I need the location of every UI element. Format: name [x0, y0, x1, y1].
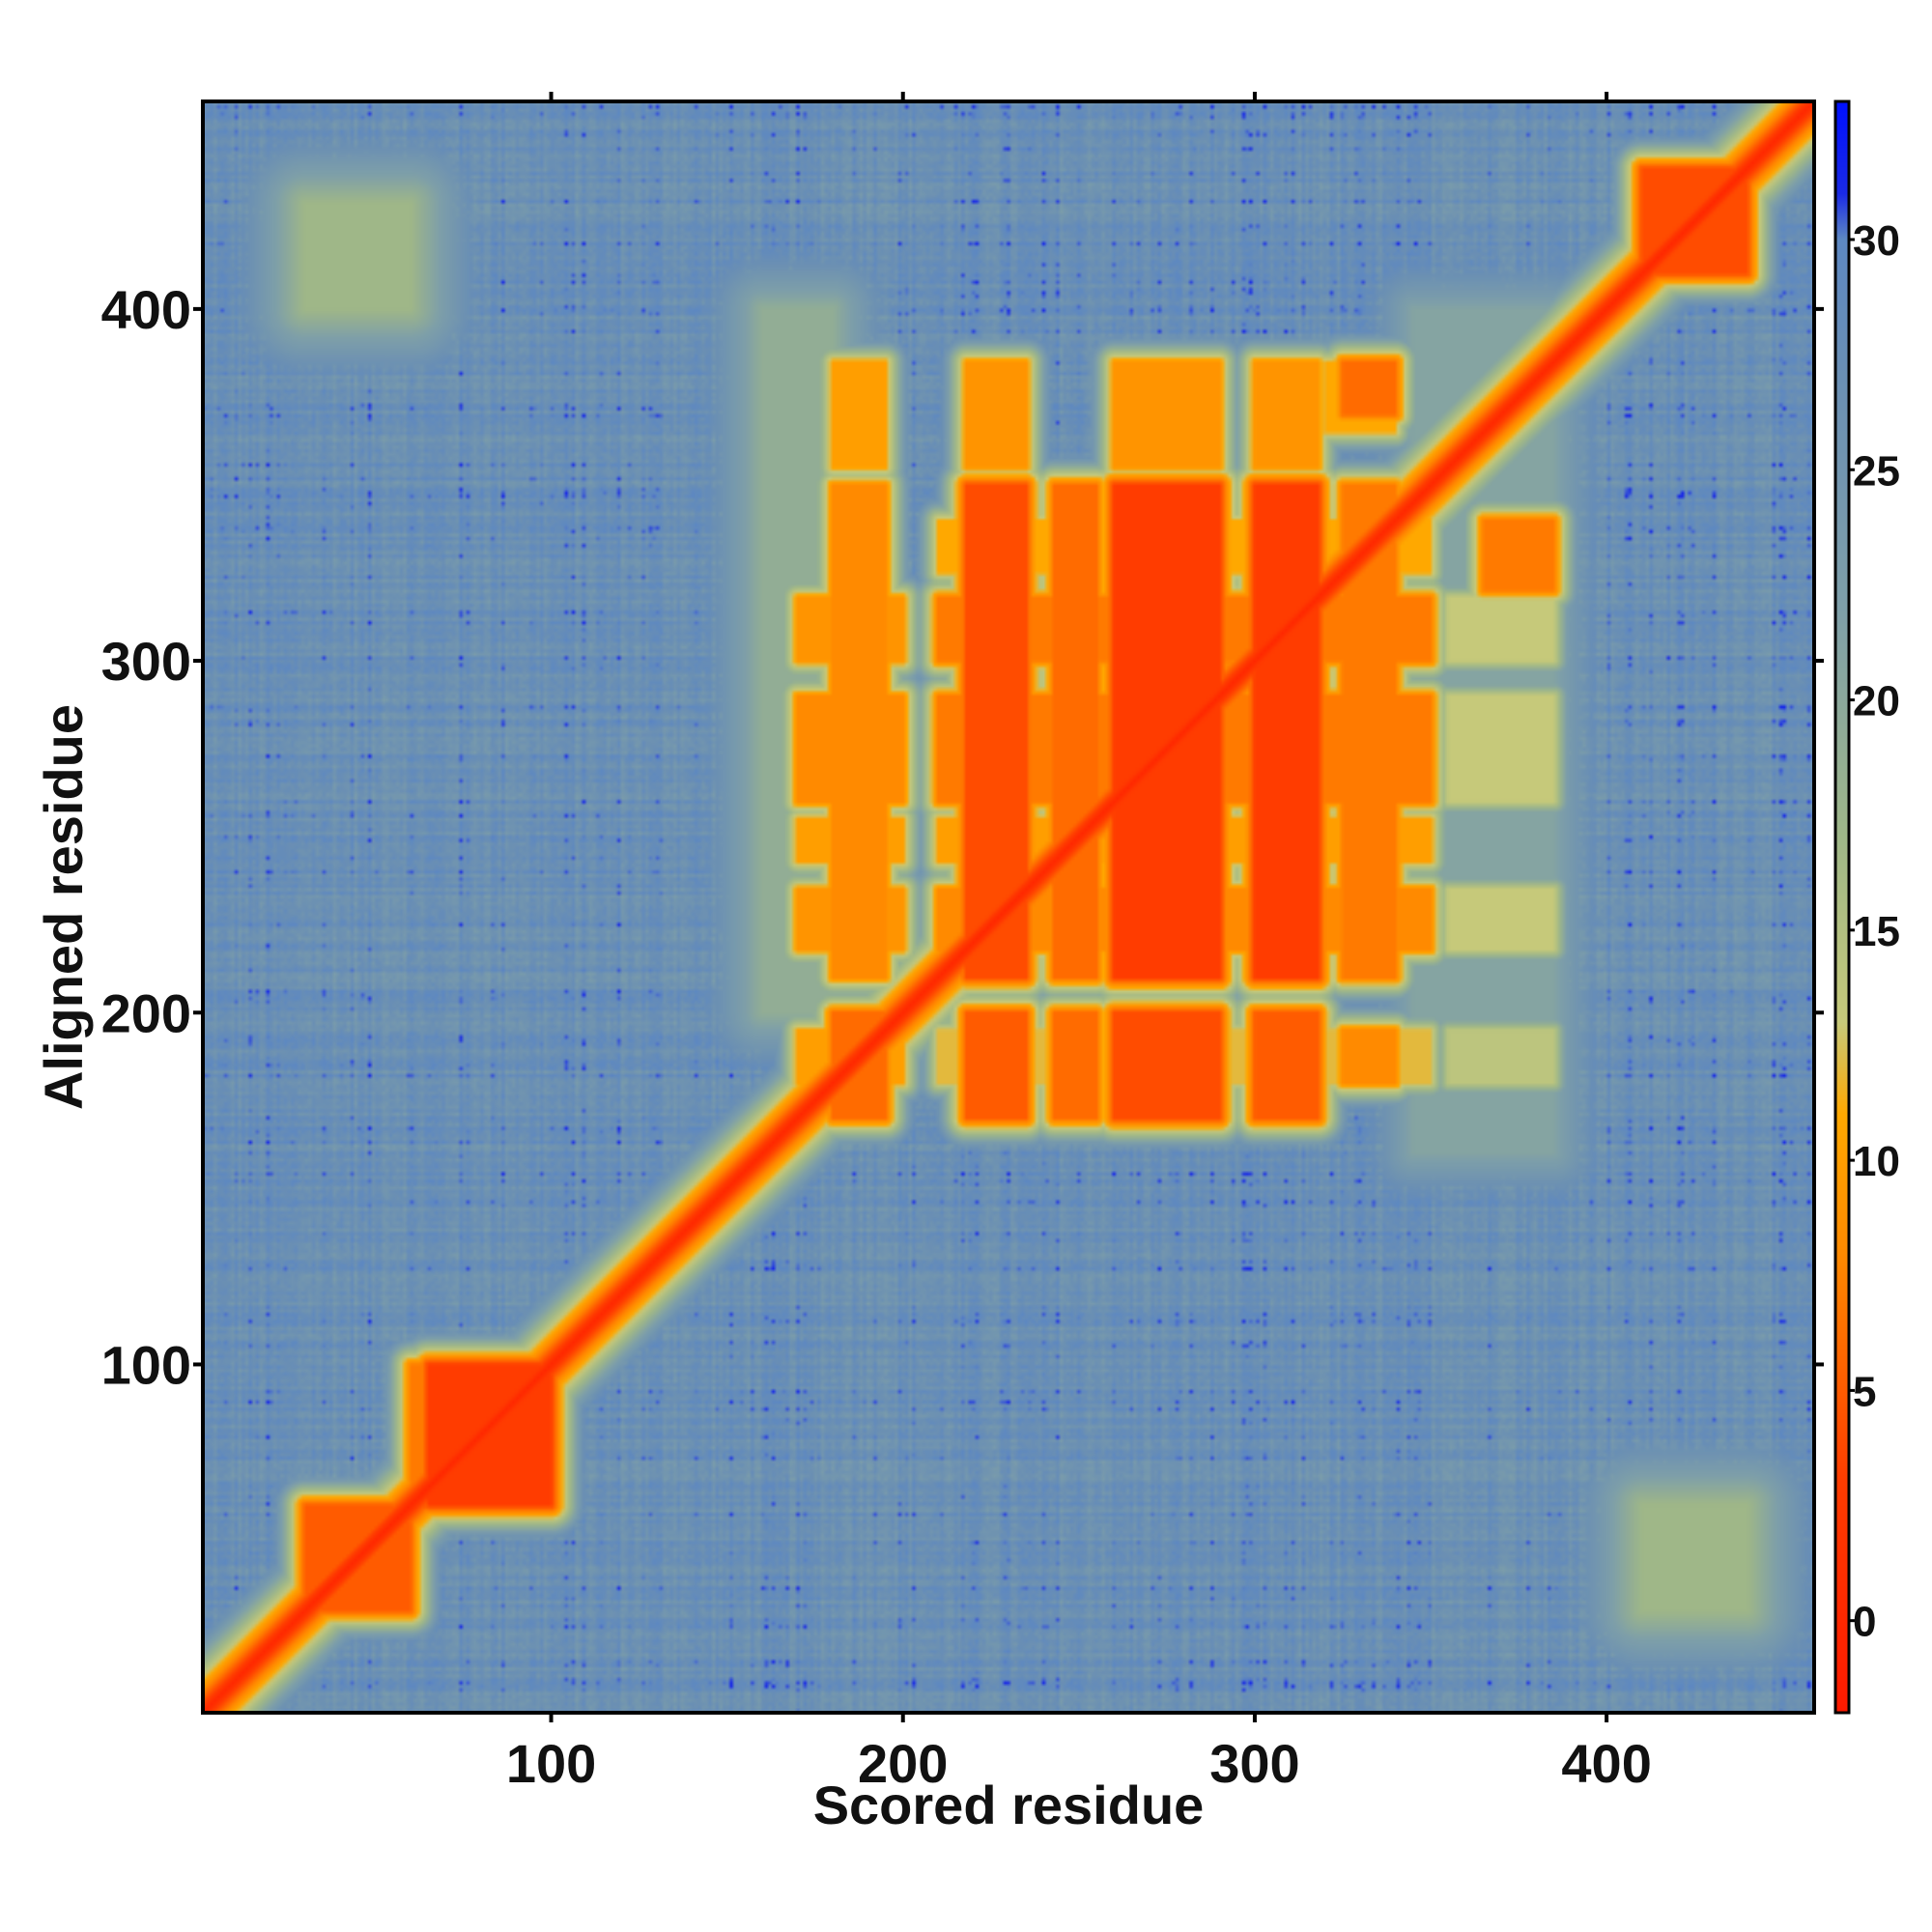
- x-axis-title: Scored residue: [813, 1775, 1205, 1835]
- colorbar-tick-label: 0: [1853, 1599, 1876, 1646]
- colorbar: 0 5 10 15 20 25 30: [1833, 99, 1900, 1715]
- heatmap-plot-area: [203, 101, 1814, 1713]
- colorbar-gradient: [1833, 99, 1851, 1715]
- x-axis-ticks: 100 200 300 400: [506, 92, 1652, 1794]
- y-tick-label: 300: [101, 631, 191, 692]
- heatmap-canvas: [203, 101, 1814, 1713]
- x-tick-label: 100: [506, 1733, 596, 1794]
- colorbar-tick-label: 15: [1853, 908, 1900, 955]
- x-tick-label: 300: [1209, 1733, 1299, 1794]
- y-axis-title: Aligned residue: [33, 704, 94, 1110]
- colorbar-tick-label: 30: [1853, 217, 1900, 265]
- colorbar-tick-label: 10: [1853, 1138, 1900, 1185]
- plot-border: [201, 99, 1816, 1715]
- y-tick-label: 100: [101, 1334, 191, 1395]
- colorbar-tick-label: 25: [1853, 447, 1900, 495]
- x-tick-label: 200: [858, 1733, 948, 1794]
- y-tick-label: 200: [101, 982, 191, 1043]
- colorbar-tick-label: 5: [1853, 1368, 1876, 1415]
- y-tick-label: 400: [101, 279, 191, 340]
- y-axis-ticks: 100 200 300 400: [101, 279, 1824, 1395]
- colorbar-tick-label: 20: [1853, 678, 1900, 725]
- plot-border-rect: [201, 99, 1816, 1715]
- x-tick-label: 400: [1561, 1733, 1651, 1794]
